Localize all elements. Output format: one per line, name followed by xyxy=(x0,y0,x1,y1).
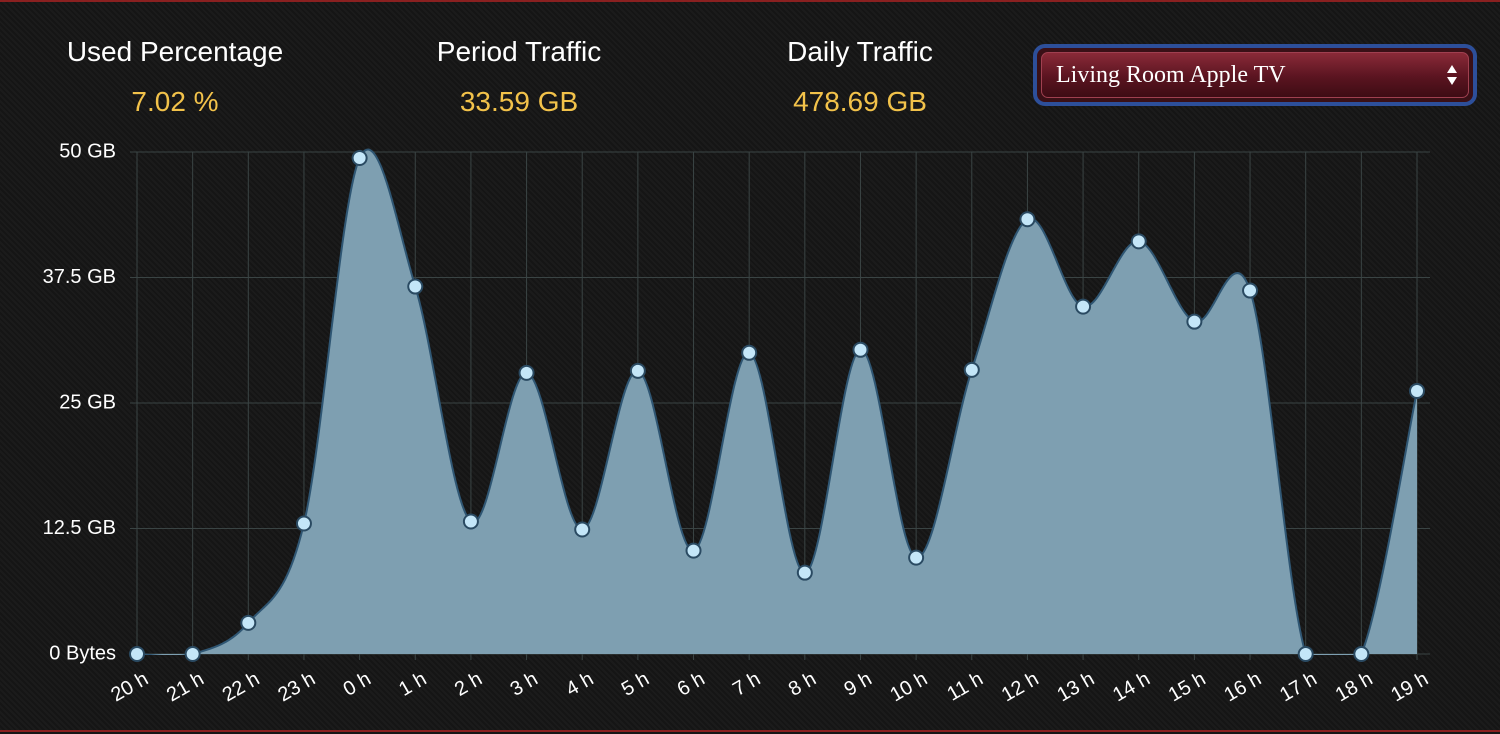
y-tick-label: 25 GB xyxy=(59,391,116,413)
device-select[interactable]: Living Room Apple TV xyxy=(1033,44,1477,106)
x-tick-label: 23 h xyxy=(274,668,319,707)
data-point xyxy=(1130,233,1147,250)
x-tick-label: 15 h xyxy=(1165,668,1210,707)
x-tick-label: 1 h xyxy=(395,668,430,701)
stat-label: Daily Traffic xyxy=(787,36,933,67)
x-tick-label: 3 h xyxy=(507,668,542,701)
device-select-text[interactable]: Living Room Apple TV xyxy=(1041,52,1469,98)
x-tick-label: 21 h xyxy=(163,668,208,707)
stat-daily: Daily Traffic 478.69 GB xyxy=(710,32,1010,122)
stat-label: Period Traffic xyxy=(436,36,602,67)
x-tick-label: 16 h xyxy=(1220,668,1265,707)
x-tick-label: 13 h xyxy=(1054,668,1099,707)
data-point xyxy=(963,361,980,378)
data-point xyxy=(852,341,869,358)
data-point xyxy=(295,515,312,532)
x-tick-label: 6 h xyxy=(674,668,709,701)
stat-label: Used Percentage xyxy=(66,36,284,67)
stat-value: 478.69 GB xyxy=(793,86,927,117)
data-point xyxy=(1186,313,1203,330)
stat-period: Period Traffic 33.59 GB xyxy=(369,32,669,122)
data-point xyxy=(741,344,758,361)
data-point xyxy=(407,278,424,295)
data-point xyxy=(908,549,925,566)
stat-used: Used Percentage 7.02 % xyxy=(25,32,325,122)
plot xyxy=(136,148,1418,655)
stat-value: 33.59 GB xyxy=(459,86,579,117)
area-line xyxy=(136,148,1418,655)
data-point xyxy=(184,646,201,662)
x-tick-label: 7 h xyxy=(729,668,764,701)
data-point xyxy=(574,521,591,538)
x-tick-label: 9 h xyxy=(841,668,876,701)
data-point xyxy=(1297,646,1314,662)
area-fill xyxy=(137,149,1417,655)
data-point xyxy=(796,564,813,581)
x-tick-label: 11 h xyxy=(943,668,986,706)
data-point xyxy=(685,542,702,559)
select-arrows xyxy=(1447,65,1457,85)
x-tick-label: 0 h xyxy=(340,668,375,701)
x-tick-label: 10 h xyxy=(887,668,932,707)
x-tick-label: 22 h xyxy=(219,668,264,707)
x-tick-label: 2 h xyxy=(451,668,486,701)
stat-value: 7.02 % xyxy=(131,86,219,117)
y-tick-label: 37.5 GB xyxy=(43,266,116,288)
device-name: Living Room Apple TV xyxy=(1056,62,1286,88)
data-point xyxy=(518,364,535,381)
data-point xyxy=(1409,382,1425,399)
data-point xyxy=(629,362,646,379)
x-tick-label: 18 h xyxy=(1332,668,1377,707)
data-point xyxy=(1242,282,1259,299)
x-tick-label: 12 h xyxy=(998,668,1043,707)
data-point xyxy=(240,614,257,631)
data-point xyxy=(351,150,368,167)
x-tick-label: 8 h xyxy=(785,668,820,701)
data-point xyxy=(1019,211,1036,228)
data-point xyxy=(462,513,479,530)
y-tick-label: 50 GB xyxy=(59,140,116,162)
x-tick-label: 19 h xyxy=(1387,668,1432,707)
y-tick-label: 0 Bytes xyxy=(49,642,116,664)
data-point xyxy=(129,646,145,662)
x-tick-label: 20 h xyxy=(107,668,152,707)
x-tick-label: 17 h xyxy=(1276,668,1321,707)
data-point xyxy=(1075,298,1092,315)
x-tick-label: 4 h xyxy=(562,668,597,701)
x-tick-label: 5 h xyxy=(618,668,653,701)
x-tick-label: 14 h xyxy=(1109,668,1154,707)
y-tick-label: 12.5 GB xyxy=(43,517,116,539)
data-point xyxy=(1353,646,1370,662)
